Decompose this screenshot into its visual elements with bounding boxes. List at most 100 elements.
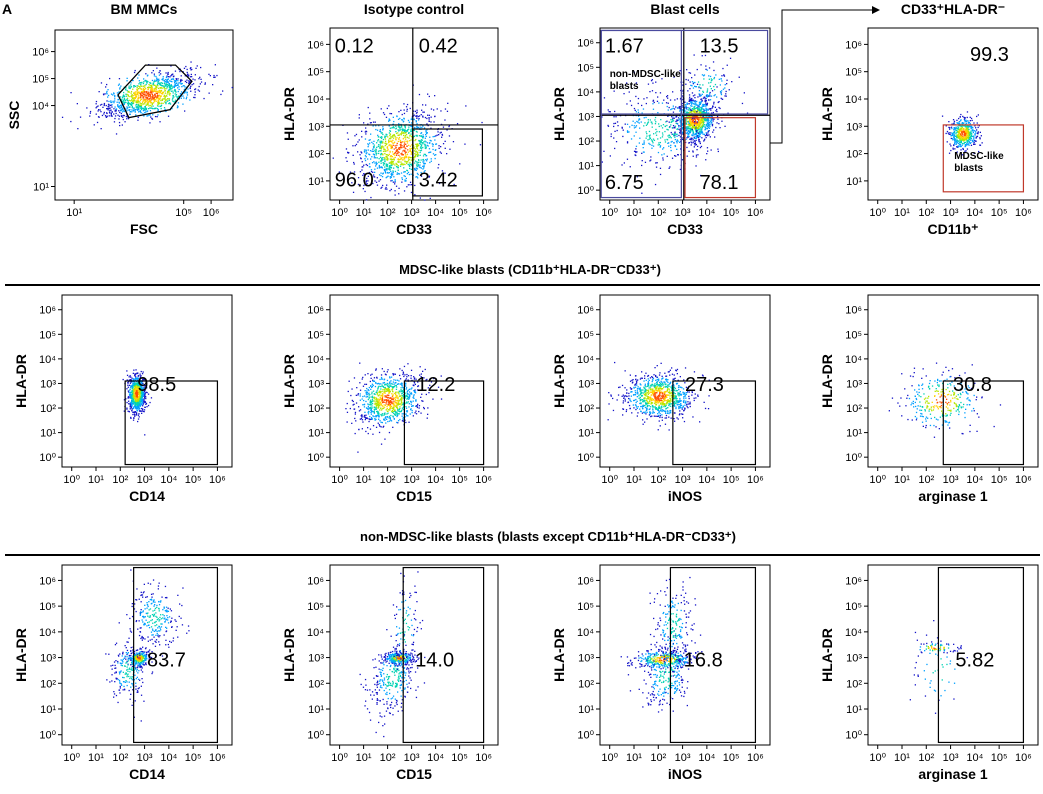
event-dot (666, 120, 668, 122)
event-dot (691, 127, 693, 130)
event-dot (717, 118, 719, 120)
event-dot (703, 78, 705, 80)
event-dot (406, 173, 408, 175)
event-dot (143, 385, 145, 387)
event-dot (716, 86, 718, 88)
event-dot (690, 139, 692, 141)
event-dot (149, 94, 151, 96)
event-dot (126, 388, 128, 390)
event-dot (659, 137, 662, 139)
y-tick-label: 10⁴ (845, 94, 862, 106)
event-dot (403, 117, 405, 119)
event-dot (416, 109, 418, 111)
event-dot (411, 117, 413, 119)
event-dot (134, 69, 136, 72)
event-dot (192, 83, 195, 85)
event-dot (143, 103, 145, 105)
event-dot (709, 108, 712, 110)
event-dot (634, 109, 636, 111)
event-dot (658, 125, 660, 128)
event-dot (378, 136, 380, 138)
event-dot (413, 150, 416, 152)
event-dot (387, 154, 389, 157)
event-dot (702, 120, 704, 122)
event-dot (130, 92, 132, 94)
event-dot (693, 143, 696, 145)
event-dot (129, 109, 131, 111)
event-dot (609, 111, 611, 113)
event-dot (955, 140, 957, 142)
event-dot (373, 155, 376, 157)
event-dot (956, 122, 958, 124)
event-dot (951, 123, 953, 125)
event-dot (140, 397, 142, 399)
event-dot (676, 128, 679, 130)
event-dot (967, 122, 970, 124)
event-dot (717, 150, 719, 153)
event-dot (958, 131, 960, 133)
event-dot (416, 111, 418, 113)
event-dot (687, 107, 689, 109)
event-dot (977, 131, 979, 133)
y-axis-label: HLA-DR (281, 87, 297, 141)
event-dot (367, 143, 369, 145)
event-dot (410, 163, 413, 165)
event-dot (956, 127, 958, 130)
plot-title: CD33⁺HLA-DR⁻ (901, 1, 1005, 17)
event-dot (672, 105, 674, 107)
event-dot (400, 145, 402, 147)
event-dot (129, 102, 131, 105)
event-dot (700, 131, 702, 133)
event-dot (387, 172, 389, 174)
event-dot (705, 136, 707, 139)
event-dot (388, 105, 390, 107)
event-dot (128, 391, 131, 393)
event-dot (381, 136, 383, 138)
event-dot (383, 113, 386, 116)
event-dot (141, 382, 143, 384)
event-dot (182, 103, 184, 105)
event-dot (165, 72, 167, 74)
event-dot (975, 140, 977, 142)
event-dot (419, 147, 422, 149)
event-dot (136, 88, 138, 90)
event-dot (422, 116, 424, 118)
event-dot (383, 148, 385, 150)
event-dot (675, 122, 677, 124)
event-dot (701, 105, 703, 107)
event-dot (377, 150, 380, 152)
event-dot (146, 98, 148, 100)
event-dot (410, 130, 412, 132)
event-dot (956, 146, 958, 148)
event-dot (607, 109, 609, 111)
event-dot (379, 144, 381, 146)
event-dot (139, 376, 141, 378)
event-dot (444, 147, 446, 149)
event-dot (148, 95, 150, 97)
event-dot (116, 92, 119, 94)
event-dot (632, 120, 634, 122)
event-dot (353, 163, 355, 165)
event-dot (392, 144, 394, 146)
event-dot (403, 112, 406, 115)
event-dot (621, 126, 623, 128)
plot-events (61, 61, 233, 135)
event-dot (968, 141, 970, 143)
event-dot (435, 143, 438, 145)
event-dot (149, 99, 151, 101)
event-dot (672, 125, 675, 127)
event-dot (691, 142, 693, 144)
event-dot (405, 132, 407, 134)
event-dot (957, 142, 960, 145)
event-dot (692, 100, 695, 102)
event-dot (678, 128, 680, 130)
event-dot (132, 79, 134, 82)
event-dot (459, 163, 461, 165)
event-dot (409, 147, 411, 150)
event-dot (106, 115, 108, 117)
event-dot (698, 126, 700, 128)
event-dot (962, 130, 964, 133)
event-dot (384, 171, 387, 173)
event-dot (154, 89, 156, 91)
event-dot (685, 120, 687, 122)
